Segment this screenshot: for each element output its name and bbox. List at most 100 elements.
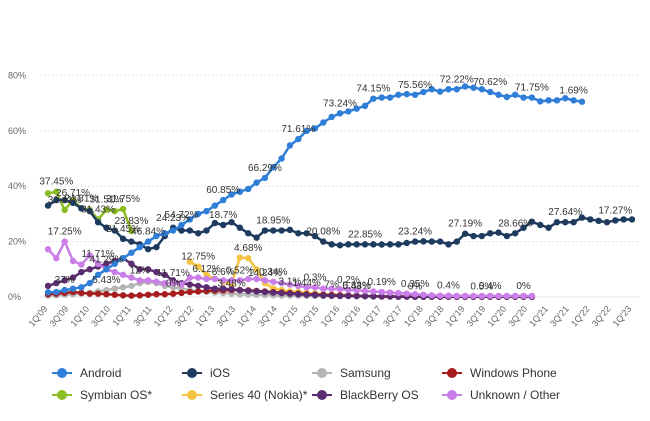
data-point-android[interactable] (486, 88, 494, 96)
data-point-windows-phone[interactable] (128, 292, 135, 299)
data-point-unknown-other[interactable] (144, 277, 152, 284)
data-point-unknown-other[interactable] (486, 292, 494, 300)
data-point-windows-phone[interactable] (136, 292, 143, 299)
data-point-windows-phone[interactable] (119, 292, 127, 299)
data-point-android[interactable] (553, 97, 561, 104)
data-point-unknown-other[interactable] (253, 275, 260, 283)
data-point-series-40-nokia[interactable] (186, 258, 194, 265)
data-point-unknown-other[interactable] (278, 279, 285, 287)
data-point-windows-phone[interactable] (111, 291, 118, 298)
data-point-blackberry-os[interactable] (161, 271, 168, 279)
data-point-android[interactable] (278, 155, 285, 162)
data-point-blackberry-os[interactable] (328, 292, 335, 299)
data-point-unknown-other[interactable] (111, 268, 118, 276)
data-point-ios[interactable] (253, 234, 260, 241)
data-point-ios[interactable] (503, 232, 511, 240)
data-point-unknown-other[interactable] (303, 284, 310, 291)
data-point-unknown-other[interactable] (295, 282, 302, 290)
data-point-unknown-other[interactable] (453, 292, 460, 300)
data-point-unknown-other[interactable] (345, 286, 352, 293)
data-point-ios[interactable] (86, 207, 93, 215)
data-point-unknown-other[interactable] (336, 286, 344, 293)
data-point-unknown-other[interactable] (512, 292, 519, 300)
data-point-symbian-os[interactable] (128, 227, 135, 235)
data-point-unknown-other[interactable] (44, 246, 52, 253)
data-point-android[interactable] (361, 102, 369, 110)
data-point-ios[interactable] (345, 241, 352, 248)
data-point-android[interactable] (203, 207, 210, 215)
data-point-android[interactable] (545, 97, 552, 104)
data-point-blackberry-os[interactable] (153, 268, 160, 276)
data-point-unknown-other[interactable] (370, 288, 377, 295)
data-point-ios[interactable] (144, 245, 152, 253)
legend-item-symbian[interactable]: Symbian OS* (52, 388, 152, 402)
data-point-blackberry-os[interactable] (378, 293, 385, 300)
data-point-unknown-other[interactable] (378, 288, 385, 296)
data-point-ios[interactable] (353, 241, 360, 248)
data-point-android[interactable] (303, 127, 310, 134)
data-point-unknown-other[interactable] (478, 292, 486, 300)
legend-item-ios[interactable]: iOS (182, 366, 230, 380)
data-point-unknown-other[interactable] (328, 285, 335, 292)
data-point-windows-phone[interactable] (194, 288, 202, 295)
data-point-ios[interactable] (111, 227, 118, 234)
data-point-ios[interactable] (69, 199, 77, 207)
data-point-ios[interactable] (61, 196, 68, 204)
data-point-android[interactable] (528, 94, 536, 101)
data-point-ios[interactable] (420, 238, 427, 245)
data-point-ios[interactable] (595, 217, 602, 225)
data-point-android[interactable] (86, 279, 93, 287)
data-point-android[interactable] (445, 86, 452, 93)
data-point-android[interactable] (111, 260, 118, 267)
data-point-android[interactable] (78, 284, 85, 291)
data-point-ios[interactable] (537, 221, 544, 229)
data-point-ios[interactable] (545, 224, 552, 231)
data-point-unknown-other[interactable] (245, 275, 252, 283)
data-point-android[interactable] (169, 227, 177, 234)
data-point-android[interactable] (453, 86, 460, 93)
data-point-android[interactable] (270, 164, 277, 171)
data-point-unknown-other[interactable] (69, 257, 77, 265)
data-point-ios[interactable] (236, 224, 244, 231)
data-point-ios[interactable] (512, 230, 519, 237)
data-point-unknown-other[interactable] (386, 289, 394, 296)
legend-item-windows-phone[interactable]: Windows Phone (442, 366, 557, 380)
data-point-series-40-nokia[interactable] (194, 263, 202, 270)
data-point-blackberry-os[interactable] (203, 284, 210, 291)
data-point-android[interactable] (94, 271, 102, 279)
data-point-unknown-other[interactable] (420, 291, 427, 298)
data-point-blackberry-os[interactable] (303, 291, 310, 298)
data-point-ios[interactable] (612, 217, 619, 224)
data-point-unknown-other[interactable] (186, 274, 194, 281)
data-point-ios[interactable] (562, 219, 569, 226)
data-point-ios[interactable] (78, 205, 85, 212)
data-point-android[interactable] (386, 94, 394, 101)
data-point-samsung[interactable] (119, 284, 127, 291)
data-point-ios[interactable] (44, 202, 52, 209)
data-point-blackberry-os[interactable] (320, 292, 327, 299)
data-point-blackberry-os[interactable] (61, 277, 68, 284)
data-point-android[interactable] (378, 94, 385, 101)
data-point-series-40-nokia[interactable] (253, 266, 260, 273)
data-point-ios[interactable] (128, 238, 135, 245)
data-point-ios[interactable] (203, 227, 210, 234)
data-point-unknown-other[interactable] (461, 292, 469, 300)
data-point-symbian-os[interactable] (61, 206, 68, 214)
data-point-android[interactable] (411, 91, 419, 98)
data-point-unknown-other[interactable] (228, 277, 235, 284)
data-point-android[interactable] (370, 95, 377, 102)
data-point-unknown-other[interactable] (353, 287, 360, 294)
data-point-series-40-nokia[interactable] (245, 255, 252, 262)
data-point-unknown-other[interactable] (128, 274, 135, 281)
data-point-samsung[interactable] (111, 285, 118, 292)
data-point-symbian-os[interactable] (53, 188, 60, 195)
data-point-unknown-other[interactable] (194, 274, 202, 281)
data-point-ios[interactable] (336, 242, 344, 249)
data-point-windows-phone[interactable] (161, 291, 168, 298)
data-point-ios[interactable] (261, 227, 269, 234)
data-point-windows-phone[interactable] (94, 290, 102, 297)
data-point-blackberry-os[interactable] (253, 288, 260, 295)
data-point-ios[interactable] (486, 230, 494, 237)
data-point-blackberry-os[interactable] (186, 281, 194, 288)
data-point-ios[interactable] (403, 239, 410, 247)
